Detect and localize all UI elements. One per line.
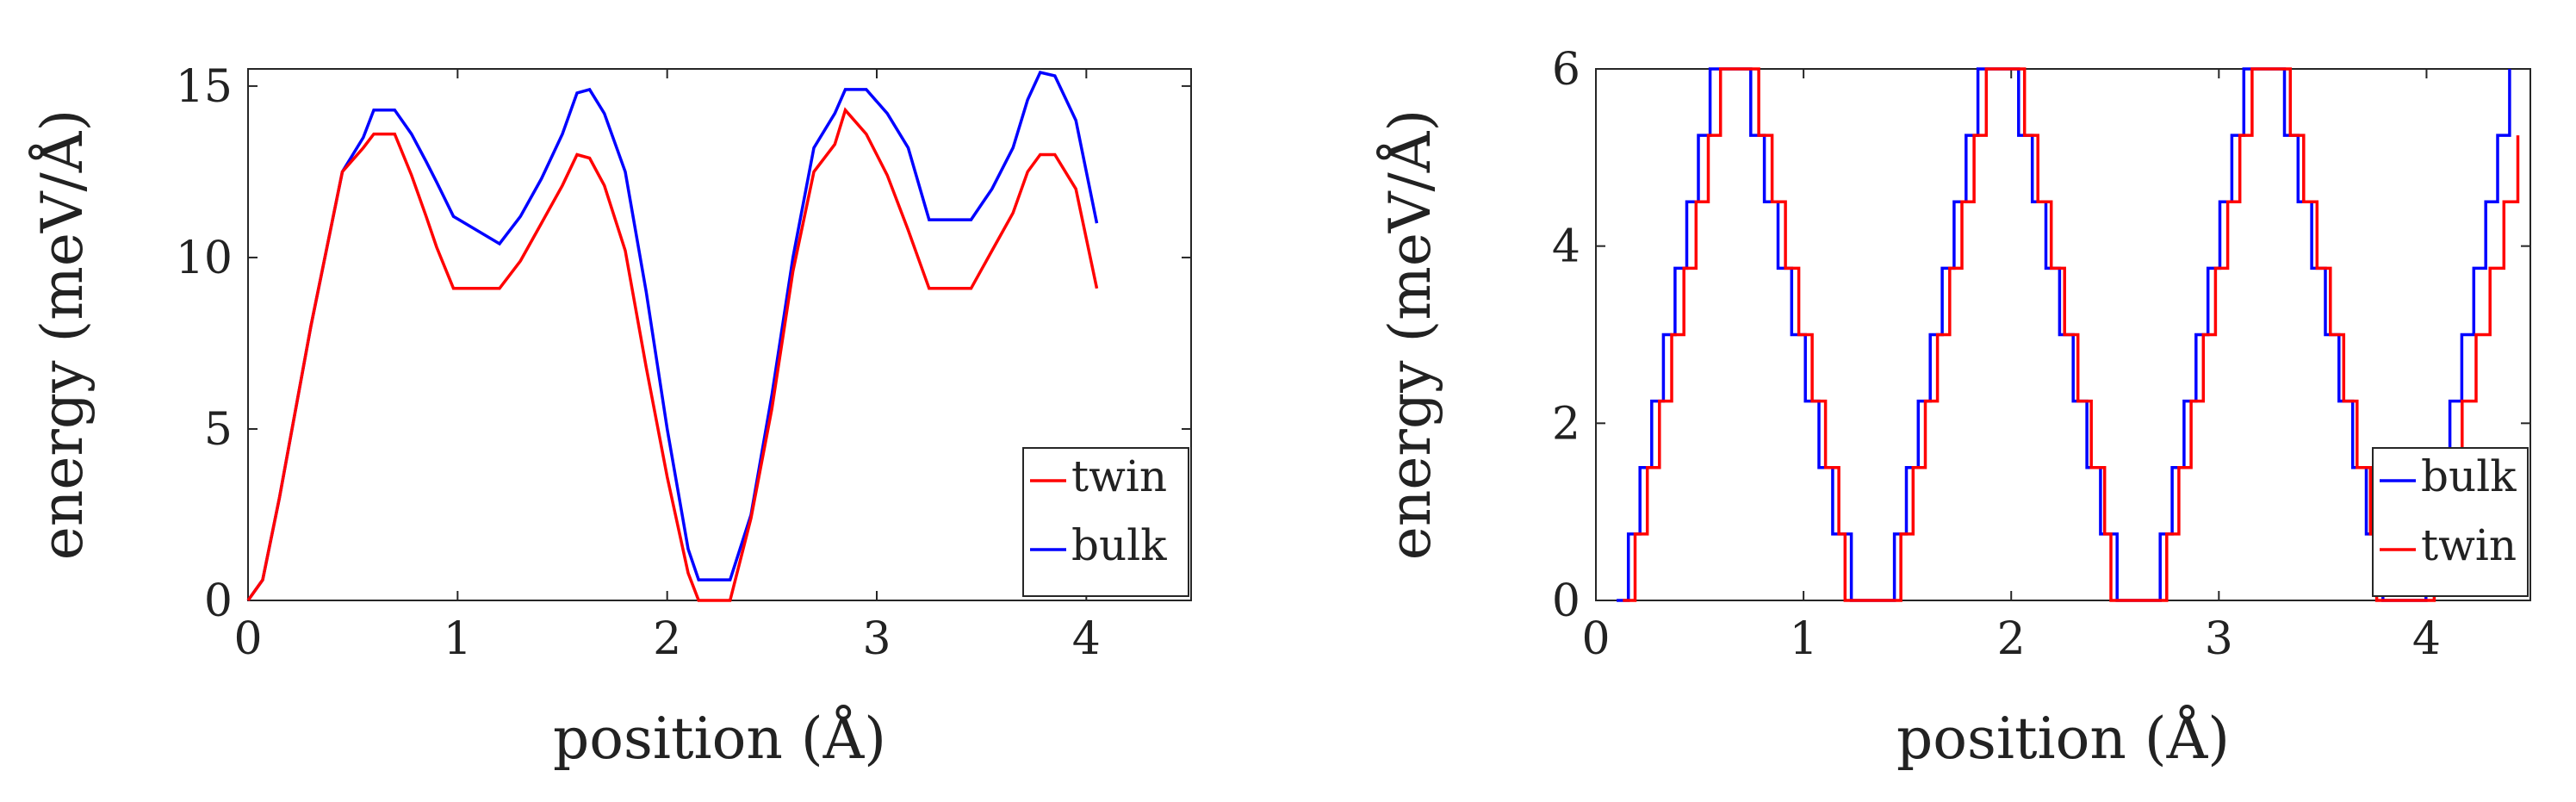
- legend-label-bulk: bulk: [2421, 451, 2517, 501]
- series-line-bulk: [246, 70, 1099, 602]
- y-tick-label: 0: [1552, 575, 1580, 627]
- y-tick-label: 2: [1552, 398, 1580, 450]
- x-tick-label: 2: [653, 613, 681, 665]
- x-tick-label: 4: [1072, 613, 1101, 665]
- y-axis-label: energy (meV/Å): [1377, 109, 1443, 560]
- x-tick-label: 3: [862, 613, 891, 665]
- x-axis-label: position (Å): [1896, 706, 2230, 772]
- left-chart-panel: 0 1 2 3 4 0 5 10 15 position (Å) energy (meV/Å) twi…: [29, 61, 1192, 772]
- plot-area-frame: [1595, 68, 2531, 601]
- series-line-twin: [246, 107, 1099, 602]
- y-axis-label: energy (meV/Å): [29, 109, 96, 560]
- right-chart-panel: 0 1 2 3 4 0 2 4 6 position (Å) energy (meV/Å) bulk t…: [1377, 44, 2531, 772]
- x-axis-label: position (Å): [553, 706, 886, 772]
- legend-label-twin: twin: [1071, 451, 1167, 501]
- legend-label-bulk: bulk: [1071, 520, 1167, 570]
- x-tick-label: 0: [233, 613, 262, 665]
- legend-box: [2372, 447, 2529, 597]
- series-line-twin: [1623, 67, 2520, 602]
- y-tick-label: 0: [204, 575, 233, 627]
- x-tick-label: 2: [1997, 613, 2026, 665]
- x-tick-label: 1: [444, 613, 472, 665]
- x-tick-label: 4: [2412, 613, 2441, 665]
- y-tick-label: 10: [176, 233, 233, 284]
- x-tick-label: 3: [2205, 613, 2233, 665]
- x-tick-label: 1: [1790, 613, 1818, 665]
- y-tick-label: 15: [176, 61, 233, 113]
- x-tick-label: 0: [1581, 613, 1610, 665]
- y-tick-label: 6: [1552, 44, 1580, 96]
- y-tick-label: 4: [1552, 221, 1580, 273]
- y-tick-label: 5: [204, 404, 233, 456]
- legend-box: [1022, 447, 1189, 597]
- legend-label-twin: twin: [2421, 520, 2517, 570]
